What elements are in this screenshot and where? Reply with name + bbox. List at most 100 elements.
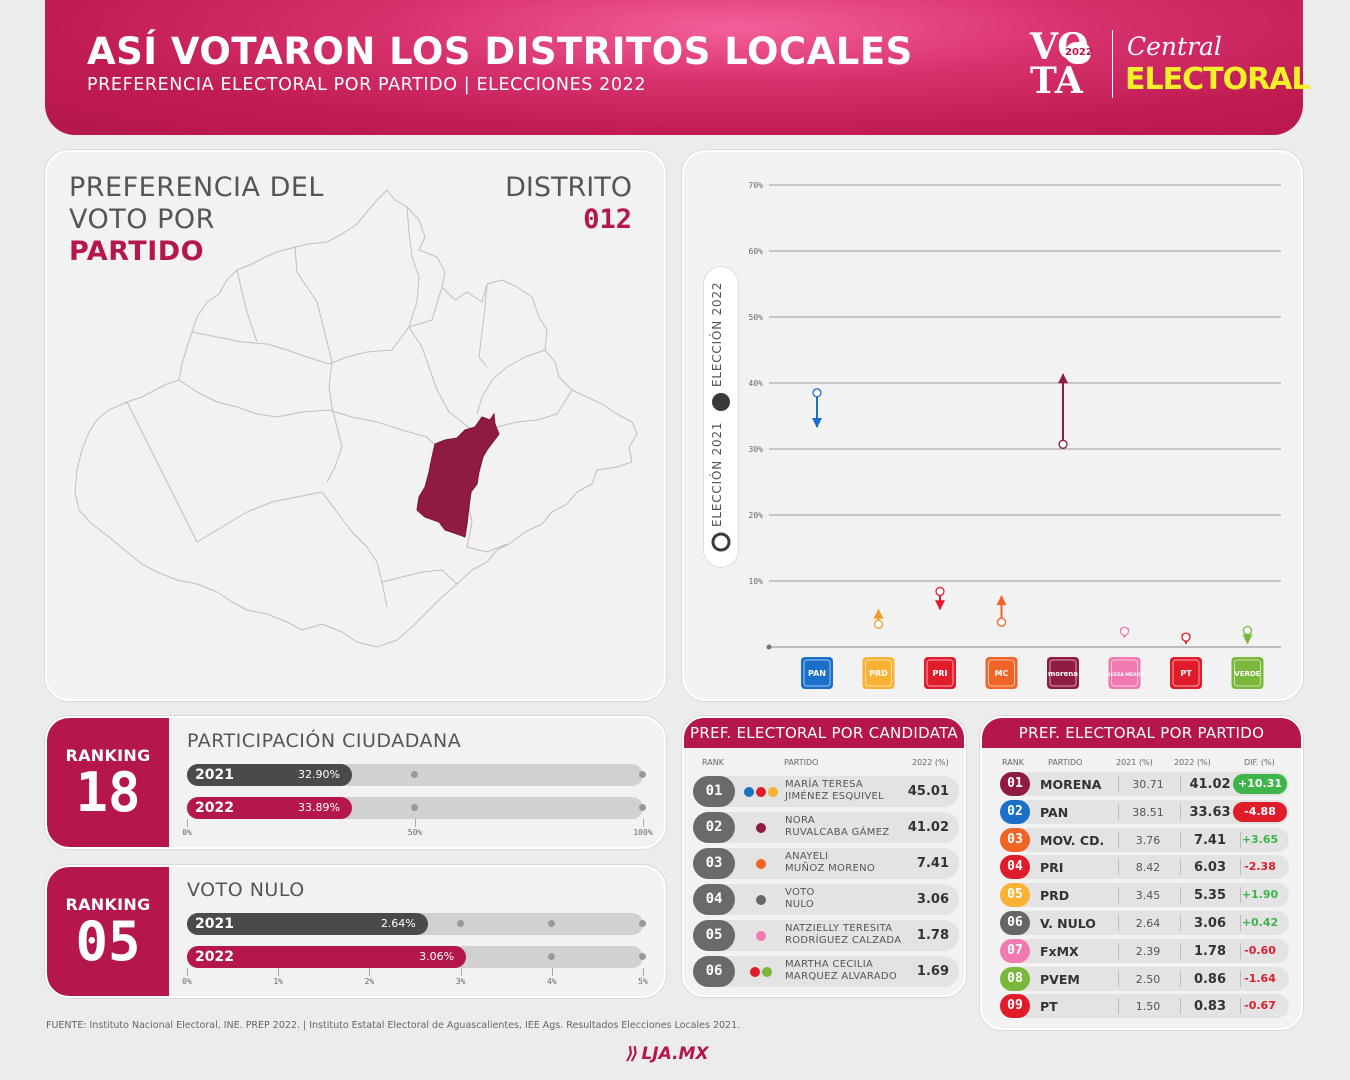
col-divider: [1240, 942, 1241, 959]
axis-label: 5%: [638, 977, 648, 986]
svg-text:MC: MC: [995, 669, 1009, 678]
party-2022-value: 33.63: [1189, 804, 1231, 820]
map-title-line1: PREFERENCIA DEL: [69, 172, 324, 203]
col-divider: [1118, 887, 1119, 904]
party-color-dot: [744, 787, 754, 797]
map-title: PREFERENCIA DEL VOTO POR PARTIDO: [69, 172, 339, 268]
party-2021-value: 2.64: [1135, 917, 1161, 930]
ranking-label: RANKING: [65, 895, 151, 914]
party-name: PRD: [1040, 888, 1070, 904]
party-diff-value: -1.64: [1244, 971, 1276, 985]
party-2021-value: 2.50: [1135, 972, 1161, 986]
bar-track-2021: 2021 32.90%: [187, 764, 646, 786]
col-divider: [1180, 803, 1181, 820]
candidate-row: 04 VOTO NULO 3.06: [693, 884, 959, 915]
party-row: 01 MORENA 30.71 41.02 +10.31: [1000, 772, 1289, 796]
candidate-name: VOTO NULO: [785, 887, 815, 910]
bar-value-label: 32.90%: [298, 768, 340, 781]
y-tick-label: 40%: [749, 379, 764, 388]
point-2022: [812, 418, 822, 429]
party-rank: 06: [1000, 911, 1030, 935]
col-divider: [1240, 831, 1241, 848]
candidate-rank: 05: [693, 920, 735, 951]
ranking-number: 05: [75, 910, 141, 973]
candidate-rank: 04: [693, 884, 735, 915]
bar-track-2022: 2022 33.89%: [187, 797, 646, 819]
party-2022-value: 41.02: [1189, 777, 1231, 792]
party-2021-value: 3.76: [1135, 833, 1161, 847]
bar-tick: [639, 920, 646, 927]
candidates-table: PREF. ELECTORAL POR CANDIDATA RANK PARTI…: [682, 716, 966, 997]
party-rank: 08: [1000, 966, 1030, 991]
candidate-value: 3.06: [916, 892, 949, 907]
col-divider: [1240, 915, 1241, 931]
col-divider: [1180, 998, 1181, 1015]
candidate-value: 1.69: [916, 964, 949, 979]
party-2022-value: 1.78: [1193, 943, 1227, 959]
point-2021: [1119, 626, 1130, 636]
participation-title: PARTICIPACIÓN CIUDADANA: [187, 730, 462, 752]
col-party: PARTIDO: [784, 758, 819, 767]
bar-year-label: 2022: [195, 800, 234, 816]
y-tick-label: 10%: [749, 577, 764, 586]
point-2022: [873, 608, 884, 619]
district-map: [74, 189, 638, 648]
party-2021-value: 1.50: [1135, 1000, 1161, 1014]
point-2021: [935, 586, 945, 597]
svg-text:PRI: PRI: [933, 669, 948, 678]
col-divider: [1240, 970, 1241, 987]
candidates-table-title: PREF. ELECTORAL POR CANDIDATA: [684, 718, 964, 748]
bar-fill-2022: 2022 33.89%: [187, 797, 352, 819]
col-divider: [1240, 887, 1241, 904]
bar-track-2022: 2022 3.06%: [187, 946, 646, 968]
candidate-value: 45.01: [907, 784, 949, 799]
party-2021-value: 30.71: [1132, 778, 1164, 791]
col-divider: [1180, 831, 1181, 848]
parties-table-title: PREF. ELECTORAL POR PARTIDO: [982, 718, 1301, 748]
point-2022: [1058, 373, 1068, 384]
party-color-dot: [750, 967, 760, 977]
ranking-number: 18: [75, 761, 141, 824]
legend-2022-marker: [712, 393, 730, 411]
party-rank: 07: [1000, 938, 1030, 963]
axis-label: 0%: [182, 977, 192, 986]
electoral-logo-text: ELECTORAL: [1125, 62, 1311, 97]
point-2022: [1242, 634, 1253, 645]
point-2021: [1242, 625, 1253, 636]
col-divider: [1118, 942, 1119, 959]
bar-tick: [547, 920, 555, 927]
axis-label: 1%: [273, 977, 284, 986]
participation-card: RANKING 18 PARTICIPACIÓN CIUDADANA 2021 3…: [45, 716, 666, 849]
col-divider: [1118, 859, 1119, 876]
district-label: DISTRITO 012: [505, 172, 632, 236]
col-2021: 2021 (%): [1116, 758, 1153, 767]
map-title-line2: VOTO POR: [69, 204, 215, 235]
bar-fill-2022: 2022 3.06%: [187, 946, 467, 968]
party-rank: 04: [1000, 855, 1030, 880]
party-diff-value: +1.90: [1241, 888, 1279, 902]
axis-label: 100%: [633, 828, 653, 837]
parties-table: PREF. ELECTORAL POR PARTIDO RANK PARTIDO…: [980, 716, 1303, 1030]
party-logo-prd: PRD: [862, 657, 895, 689]
candidate-row: 02 NORA RUVALCABA GÁMEZ 41.02: [693, 812, 959, 843]
party-color-dot: [756, 895, 766, 905]
candidate-rank: 01: [693, 776, 735, 807]
point-2022: [935, 600, 945, 611]
party-row: 08 PVEM 2.50 0.86 -1.64: [1000, 966, 1289, 991]
party-2021-value: 38.51: [1132, 805, 1164, 819]
point-2021: [1058, 439, 1068, 449]
party-rank: 02: [1000, 799, 1030, 824]
party-2022-value: 6.03: [1193, 860, 1227, 876]
party-2022-value: 0.86: [1193, 971, 1227, 987]
bar-tick: [639, 953, 646, 960]
col-divider: [1180, 776, 1181, 792]
header-banner: ASÍ VOTARON LOS DISTRITOS LOCALES PREFER…: [45, 0, 1311, 135]
axis-tick: [551, 968, 553, 976]
col-value: 2022 (%): [912, 758, 949, 767]
point-2021: [873, 619, 884, 629]
axis-tick: [643, 968, 644, 976]
party-name: V. NULO: [1040, 916, 1096, 931]
vota-logo-year: 2022: [1065, 42, 1093, 64]
party-logo-mc: MC: [985, 657, 1018, 689]
party-diff-value: +3.65: [1241, 832, 1279, 846]
